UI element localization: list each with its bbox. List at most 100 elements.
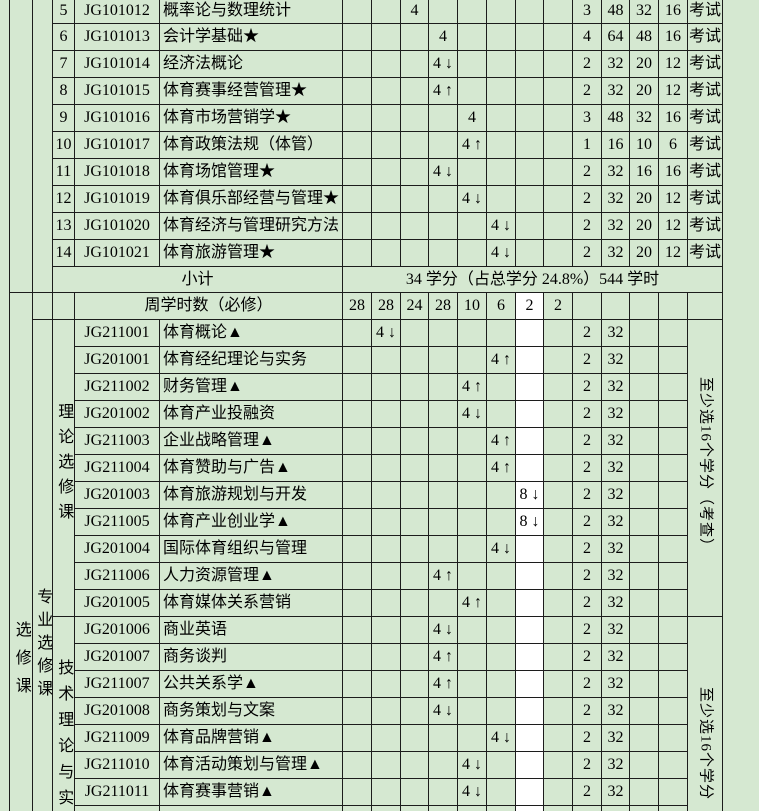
cell-practice-hours	[658, 643, 688, 671]
cell-sem-2	[371, 104, 401, 132]
cell-sem-2	[371, 400, 401, 428]
cell-course-code: JG101015	[74, 77, 160, 105]
cell-sem-4: 4 ↓	[428, 158, 458, 186]
cell-sem-5: 4 ↓	[457, 778, 487, 806]
weekly-hours-empty	[687, 292, 723, 320]
cell-credits: 2	[572, 670, 602, 698]
cell-credits: 2	[572, 724, 602, 752]
sliver-cell	[629, 805, 659, 811]
cell-course-name: 体育赛事营销▲	[159, 778, 343, 806]
cell-credits: 2	[572, 562, 602, 590]
cell-course-code: JG211006	[74, 562, 160, 590]
cell-sem-1	[342, 778, 372, 806]
cell-sem-5	[457, 0, 487, 24]
cell-total-hours: 32	[601, 670, 630, 698]
weekly-hours-value-3: 24	[400, 292, 429, 320]
cell-lecture-hours: 20	[629, 239, 659, 267]
cell-exam-type: 考试	[687, 239, 723, 267]
left-mid-header-spacer	[32, 292, 53, 320]
cell-sem-8	[543, 346, 573, 374]
cell-sem-4	[428, 400, 458, 428]
cell-sem-6	[486, 104, 516, 132]
cell-course-name: 体育旅游管理★	[159, 239, 343, 267]
cell-sem-6	[486, 131, 516, 159]
cell-sem-6	[486, 697, 516, 725]
cell-course-name: 会计学基础★	[159, 23, 343, 51]
cell-sem-7	[515, 454, 544, 482]
curriculum-table-wrap: 5 JG101012 概率论与数理统计 4 3 48 32 16 考试 6 JG101013 会计学基…	[9, 0, 723, 811]
cell-practice-hours: 12	[658, 212, 688, 240]
cell-sem-5	[457, 77, 487, 105]
cell-credits: 2	[572, 400, 602, 428]
sliver-cell	[371, 805, 401, 811]
cell-credits: 2	[572, 239, 602, 267]
cell-practice-hours	[658, 616, 688, 644]
cell-sem-5	[457, 508, 487, 536]
cell-practice-hours	[658, 724, 688, 752]
cell-sem-3	[400, 104, 429, 132]
cell-sem-4	[428, 454, 458, 482]
weekly-hours-value-2: 28	[371, 292, 401, 320]
cell-sem-5: 4 ↓	[457, 751, 487, 779]
cell-sem-6	[486, 77, 516, 105]
cell-practice-hours: 12	[658, 239, 688, 267]
cell-sem-1	[342, 158, 372, 186]
cell-sem-7	[515, 185, 544, 213]
elective-group-label-text: 选修课	[12, 621, 30, 705]
cell-sem-4	[428, 131, 458, 159]
cell-total-hours: 32	[601, 373, 630, 401]
cell-row-number: 10	[52, 131, 75, 159]
cell-sem-1	[342, 508, 372, 536]
cell-sem-1	[342, 400, 372, 428]
cell-sem-6	[486, 373, 516, 401]
cell-lecture-hours: 10	[629, 131, 659, 159]
cell-sem-4: 4 ↓	[428, 616, 458, 644]
cell-sem-7	[515, 239, 544, 267]
cell-credits: 2	[572, 589, 602, 617]
cell-lecture-hours	[629, 454, 659, 482]
cell-sem-8	[543, 239, 573, 267]
cell-lecture-hours	[629, 670, 659, 698]
cell-sem-2	[371, 50, 401, 78]
cell-course-name: 体育概论▲	[159, 319, 343, 347]
cell-course-code: JG211007	[74, 670, 160, 698]
sliver-cell	[457, 805, 487, 811]
cell-sem-3	[400, 697, 429, 725]
cell-sem-4: 4 ↑	[428, 643, 458, 671]
subtotal-label-cell: 小计	[52, 266, 343, 293]
cell-sem-6	[486, 751, 516, 779]
cell-sem-2	[371, 77, 401, 105]
cell-course-name: 经济法概论	[159, 50, 343, 78]
cell-practice-hours	[658, 535, 688, 563]
cell-sem-1	[342, 185, 372, 213]
cell-total-hours: 32	[601, 481, 630, 509]
cell-sem-8	[543, 751, 573, 779]
cell-sem-6	[486, 589, 516, 617]
cell-total-hours: 64	[601, 23, 630, 51]
cell-row-number: 6	[52, 23, 75, 51]
elective-subgroup-label-text: 技术理论与实	[55, 659, 73, 811]
cell-sem-3	[400, 616, 429, 644]
cell-sem-2	[371, 535, 401, 563]
cell-course-name: 国际体育组织与管理	[159, 535, 343, 563]
cell-sem-6: 4 ↑	[486, 427, 516, 455]
cell-sem-1	[342, 346, 372, 374]
cell-course-name: 体育场馆管理★	[159, 158, 343, 186]
cell-course-code: JG211004	[74, 454, 160, 482]
cell-total-hours: 32	[601, 77, 630, 105]
cell-sem-6	[486, 670, 516, 698]
cell-sem-6	[486, 778, 516, 806]
cell-sem-6	[486, 400, 516, 428]
cell-total-hours: 32	[601, 778, 630, 806]
cell-course-code: JG201002	[74, 400, 160, 428]
cell-sem-3	[400, 373, 429, 401]
cell-sem-3	[400, 239, 429, 267]
cell-sem-5	[457, 23, 487, 51]
cell-course-name: 体育产业创业学▲	[159, 508, 343, 536]
cell-sem-4	[428, 589, 458, 617]
cell-sem-2	[371, 346, 401, 374]
cell-practice-hours	[658, 319, 688, 347]
cell-practice-hours: 16	[658, 0, 688, 24]
cell-sem-4	[428, 427, 458, 455]
